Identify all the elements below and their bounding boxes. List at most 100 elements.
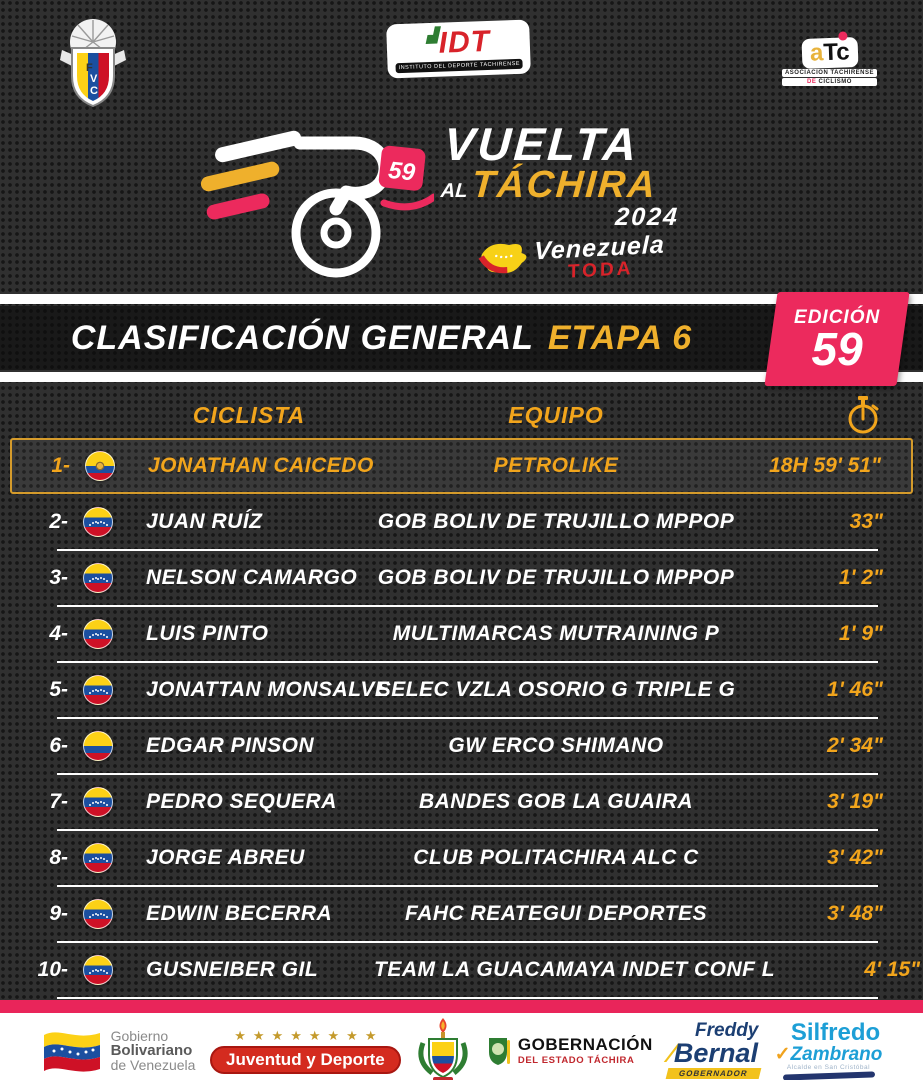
column-header-time	[738, 394, 913, 436]
fvc-federation-logo: F V C	[50, 16, 136, 125]
atc-logo: aaTcTc ASOCIACIÓN TACHIRENSE DE CICLISMO	[781, 31, 877, 86]
row-time: 3' 42"	[827, 846, 883, 869]
silfredo-line3: Alcalde en San Cristóbal	[786, 1063, 871, 1071]
row-rider: PEDRO SEQUERA	[146, 790, 337, 813]
row-team: TEAM LA GUACAMAYA INDET CONF L	[374, 958, 776, 981]
row-rider: JONATTAN MONSALVE	[146, 678, 390, 701]
row-rider: GUSNEIBER GIL	[146, 958, 319, 981]
silfredo-line1: Silfredo	[790, 1019, 881, 1047]
row-time: 18H 59' 51"	[769, 454, 881, 477]
standings-rows: 1- JONATHAN CAICEDO PETROLIKE 18H 59' 51…	[10, 438, 920, 999]
row-rider: EDWIN BECERRA	[146, 902, 333, 925]
row-rider: NELSON CAMARGO	[146, 566, 358, 589]
row-team: FAHC REATEGUI DEPORTES	[405, 902, 707, 925]
flag-icon	[83, 675, 113, 705]
row-team: GOB BOLIV DE TRUJILLO MPPOP	[377, 566, 735, 589]
row-time: 4' 15"	[864, 958, 921, 981]
row-time: 1' 9"	[838, 622, 883, 645]
flag-icon	[83, 731, 113, 761]
fvc-crest-icon: F V C	[60, 19, 126, 108]
coat-of-arms-icon	[418, 1017, 468, 1080]
gobierno-line1: Gobierno	[110, 1027, 169, 1044]
stars-row: ★★★★★★★★	[234, 1027, 384, 1043]
row-time: 3' 19"	[827, 790, 883, 813]
emblem-badge-59: 59	[387, 157, 417, 187]
edition-number: 59	[811, 323, 863, 376]
flag-icon	[83, 843, 113, 873]
row-team: GW ERCO SHIMANO	[448, 734, 664, 757]
banner-stripe-bottom	[0, 372, 923, 382]
row-rider: JUAN RUÍZ	[146, 510, 263, 533]
gobierno-bolivariano-logo: Gobierno Bolivariano de Venezuela	[41, 1026, 196, 1076]
idt-letters: ▟IDT	[426, 24, 491, 60]
stopwatch-icon	[848, 396, 879, 434]
row-position: 10-	[37, 958, 68, 981]
row-position: 8-	[49, 846, 68, 869]
idt-caption: INSTITUTO DEL DEPORTE TACHIRENSE	[395, 58, 524, 74]
event-title-line1: VUELTA	[441, 117, 641, 170]
svg-text:C: C	[90, 85, 98, 97]
row-team: SELEC VZLA OSORIO G TRIPLE G	[376, 678, 736, 701]
gobernacion-shield-icon	[488, 1037, 510, 1065]
flag-icon	[85, 451, 115, 481]
atc-dot-icon	[837, 31, 847, 41]
table-row: 3- NELSON CAMARGO GOB BOLIV DE TRUJILLO …	[10, 550, 913, 607]
table-row: 10- GUSNEIBER GIL TEAM LA GUACAMAYA INDE…	[10, 942, 920, 999]
row-position: 1-	[51, 454, 70, 477]
column-header-rider: CICLISTA	[192, 401, 306, 428]
juventud-label: Juventud y Deporte	[210, 1045, 401, 1074]
row-rider: JORGE ABREU	[146, 846, 305, 869]
row-position: 6-	[49, 734, 68, 757]
gobernacion-line1: GOBERNACIÓN	[517, 1035, 653, 1054]
row-time: 2' 34"	[827, 734, 883, 757]
atc-letters: aaTcTc	[809, 38, 850, 67]
table-row: 4- LUIS PINTO MULTIMARCAS MUTRAINING P 1…	[10, 606, 913, 663]
row-time: 1' 2"	[838, 566, 883, 589]
footer-accent-stripe	[0, 1000, 923, 1013]
row-time: 33"	[849, 510, 883, 533]
flag-icon	[83, 619, 113, 649]
row-position: 2-	[49, 510, 68, 533]
row-position: 4-	[49, 622, 68, 645]
edition-badge: EDICIÓN 59	[764, 292, 910, 386]
flag-icon	[83, 563, 113, 593]
row-time: 3' 48"	[827, 902, 883, 925]
event-title-line2: ALTÁCHIRA	[439, 163, 658, 206]
tachira-coat-of-arms	[415, 1017, 471, 1080]
table-row: 2- JUAN RUÍZ GOB BOLIV DE TRUJILLO MPPOP…	[10, 494, 913, 551]
event-year: 2024	[613, 202, 680, 231]
flag-icon	[83, 787, 113, 817]
row-position: 7-	[49, 790, 68, 813]
banner-band: CLASIFICACIÓN GENERAL ETAPA 6	[0, 306, 923, 370]
gobernacion-logo: GOBERNACIÓN DEL ESTADO TÁCHIRA	[486, 1035, 653, 1066]
table-header: CICLISTA EQUIPO	[10, 392, 913, 438]
silfredo-zambrano-logo: Silfredo ✓Zambrano Alcalde en San Cristó…	[774, 1019, 882, 1080]
table-row: 9- EDWIN BECERRA FAHC REATEGUI DEPORTES …	[10, 886, 913, 943]
venezuela-flag-icon	[43, 1031, 100, 1072]
row-team: CLUB POLITACHIRA ALC C	[413, 846, 699, 869]
stage-label: ETAPA 6	[547, 318, 693, 357]
atc-caption-2: DE CICLISMO	[781, 78, 877, 86]
check-icon: ✓	[774, 1043, 791, 1065]
gobierno-line3: de Venezuela	[110, 1057, 196, 1074]
row-time: 1' 46"	[827, 678, 883, 701]
row-position: 5-	[49, 678, 68, 701]
row-rider: JONATHAN CAICEDO	[148, 454, 374, 477]
table-row: 8- JORGE ABREU CLUB POLITACHIRA ALC C 3'…	[10, 830, 913, 887]
gobernacion-line2: DEL ESTADO TÁCHIRA	[517, 1055, 635, 1066]
vuelta-wheel-emblem-icon: 59	[200, 130, 434, 278]
idt-logo: ▟IDT INSTITUTO DEL DEPORTE TACHIRENSE	[388, 21, 530, 77]
freddy-bernal-logo: Freddy ∕Bernal GOBERNADOR	[665, 1021, 762, 1079]
row-rider: EDGAR PINSON	[146, 734, 315, 757]
standings-table: CICLISTA EQUIPO 1- JONATHAN CAICEDO PETR…	[0, 392, 923, 999]
header-logos: F V C ▟IDT INSTITUTO DEL DEPORTE TACHIRE…	[0, 0, 923, 118]
atc-caption-1: ASOCIACIÓN TACHIRENSE	[781, 69, 877, 77]
freddy-line2: ∕Bernal	[669, 1037, 758, 1068]
gobierno-line2: Bolivariano	[110, 1041, 193, 1059]
title-banner: CLASIFICACIÓN GENERAL ETAPA 6 EDICIÓN 59	[0, 292, 923, 386]
table-row: 1- JONATHAN CAICEDO PETROLIKE 18H 59' 51…	[10, 438, 913, 494]
row-position: 9-	[49, 902, 68, 925]
row-position: 3-	[49, 566, 68, 589]
juventud-deporte-logo: ★★★★★★★★ Juventud y Deporte	[210, 1028, 401, 1074]
